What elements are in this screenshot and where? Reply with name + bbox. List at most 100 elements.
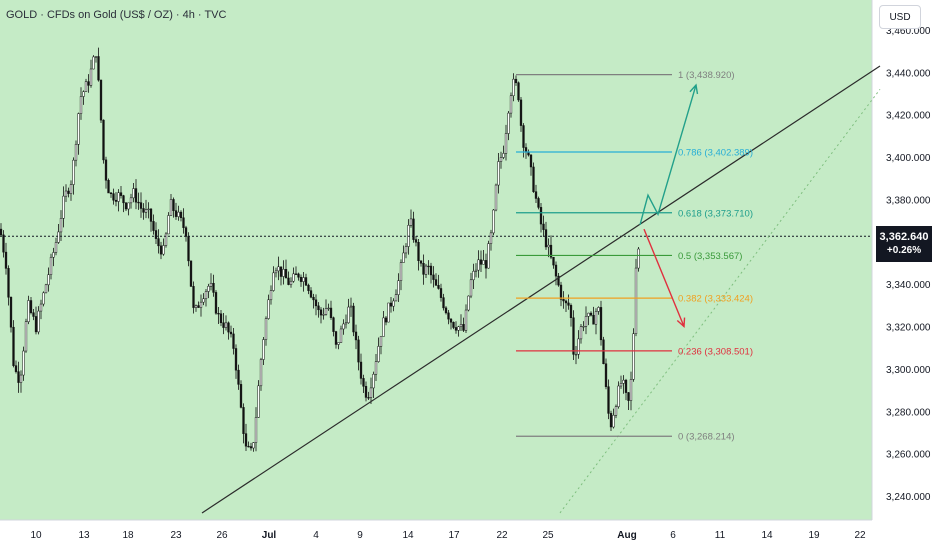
- candle-body: [634, 267, 638, 334]
- candle-body: [304, 277, 308, 286]
- candle-body: [547, 244, 550, 248]
- candle-body: [314, 299, 318, 307]
- candle-body: [437, 285, 440, 289]
- candle-body: [397, 280, 400, 295]
- candle-body: [562, 299, 565, 302]
- candle-body: [232, 333, 235, 349]
- candle-body: [587, 312, 590, 317]
- candle-body: [144, 209, 148, 213]
- candle-body: [324, 308, 328, 315]
- candle-body: [154, 230, 158, 239]
- candle-body: [622, 379, 625, 384]
- candle-body: [332, 317, 335, 332]
- fib-level-label: 0.236 (3,308.501): [678, 346, 753, 357]
- candle-body: [127, 202, 130, 210]
- candle-body: [372, 373, 375, 389]
- price-axis[interactable]: [872, 0, 932, 550]
- candle-body: [152, 221, 155, 231]
- candle-body: [609, 413, 613, 428]
- candle-body: [237, 369, 240, 385]
- candle-body: [594, 311, 598, 325]
- candle-body: [137, 201, 140, 204]
- candle-body: [212, 282, 215, 293]
- y-tick-label: 3,260.000: [886, 450, 931, 461]
- candle-body: [234, 348, 238, 371]
- candle-body: [469, 279, 473, 297]
- y-tick-label: 3,280.000: [886, 407, 931, 418]
- candle-body: [44, 284, 48, 294]
- candle-body: [92, 56, 95, 70]
- candle-body: [282, 269, 285, 277]
- candle-body: [289, 280, 293, 285]
- candle-body: [607, 386, 610, 414]
- candle-body: [569, 305, 573, 319]
- candle-body: [542, 223, 545, 230]
- projection-up-path[interactable]: [639, 84, 697, 226]
- candle-body: [249, 446, 253, 449]
- candle-body: [134, 188, 138, 203]
- candle-body: [599, 307, 603, 341]
- candle-body: [497, 161, 500, 186]
- candle-body: [229, 331, 233, 335]
- x-tick-label: 11: [715, 530, 726, 541]
- candle-body: [524, 147, 528, 153]
- candle-body: [382, 317, 385, 337]
- candle-body: [247, 445, 250, 448]
- candle-body: [377, 346, 380, 362]
- trendline[interactable]: [201, 65, 881, 514]
- candle-body: [189, 260, 193, 287]
- candle-body: [329, 307, 333, 318]
- candle-body: [567, 302, 570, 306]
- candle-body: [477, 259, 480, 271]
- x-tick-label: 18: [122, 530, 134, 541]
- candle-body: [349, 305, 353, 308]
- fib-level-label: 0.786 (3,402.389): [678, 148, 753, 159]
- candle-body: [319, 309, 323, 316]
- x-tick-label: 10: [30, 530, 42, 541]
- candle-body: [584, 316, 588, 327]
- candle-body: [337, 342, 340, 345]
- candle-body: [582, 326, 585, 328]
- candle-body: [104, 159, 108, 181]
- candle-body: [602, 339, 605, 365]
- candle-body: [57, 231, 60, 243]
- candle-body: [552, 256, 555, 266]
- candle-body: [532, 166, 535, 192]
- candle-body: [427, 265, 430, 268]
- candle-body: [604, 363, 608, 387]
- dotted-trendline[interactable]: [559, 89, 881, 514]
- candle-body: [177, 211, 180, 217]
- candle-body: [619, 383, 623, 387]
- fib-level-label: 0 (3,268.214): [678, 432, 735, 443]
- candle-body: [309, 290, 313, 298]
- candle-body: [624, 379, 628, 393]
- y-tick-label-partial: 3,460.000: [886, 26, 931, 37]
- candle-body: [422, 263, 425, 275]
- candle-body: [99, 79, 103, 121]
- projection-up-arrowhead: [689, 83, 699, 95]
- candle-body: [369, 387, 373, 398]
- candle-body: [272, 272, 275, 291]
- currency-button[interactable]: USD: [879, 5, 921, 29]
- candle-body: [242, 407, 245, 434]
- candle-body: [292, 273, 295, 282]
- x-tick-label: 19: [808, 530, 820, 541]
- y-tick-label: 3,420.000: [886, 111, 931, 122]
- candle-body: [22, 350, 25, 376]
- candle-body: [574, 353, 578, 356]
- time-axis[interactable]: [0, 520, 872, 550]
- candle-body: [64, 190, 68, 197]
- candle-body: [454, 327, 458, 331]
- current-price-value: 3,362.640: [879, 231, 929, 243]
- candle-body: [614, 406, 618, 416]
- candle-body: [159, 245, 163, 255]
- candle-body: [432, 274, 435, 280]
- candle-body: [424, 265, 428, 275]
- candle-body: [169, 199, 173, 216]
- candle-body: [414, 239, 418, 243]
- projection-down-path[interactable]: [643, 228, 685, 327]
- candle-body: [412, 218, 415, 240]
- candle-body: [327, 307, 330, 310]
- candle-body: [199, 301, 203, 308]
